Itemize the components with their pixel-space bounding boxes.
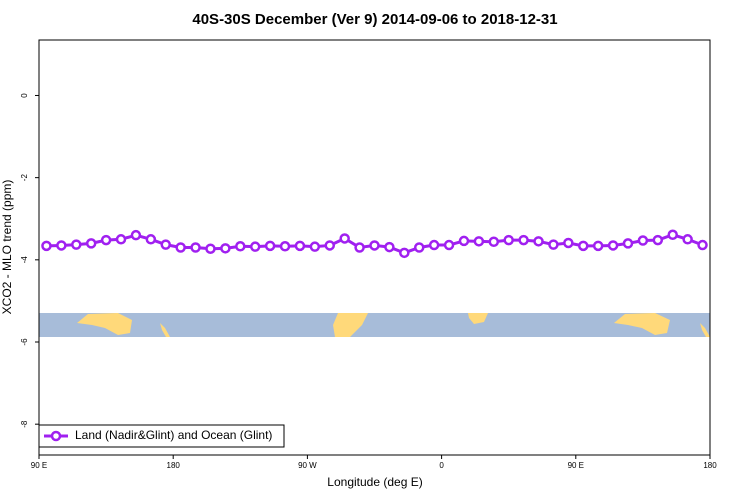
- y-tick-label: -4: [20, 256, 29, 264]
- point: [175, 242, 186, 253]
- point: [652, 234, 664, 246]
- point: [279, 241, 291, 252]
- legend-marker: [50, 430, 62, 442]
- y-axis-label: XCO2 - MLO trend (ppm): [0, 180, 14, 315]
- point: [190, 242, 201, 253]
- plot-frame: [38, 39, 711, 456]
- y-tick-label: -8: [20, 420, 29, 428]
- point: [503, 234, 514, 246]
- point: [145, 234, 157, 245]
- point: [324, 240, 336, 251]
- point: [548, 239, 559, 250]
- point: [563, 237, 574, 249]
- point: [235, 241, 246, 252]
- point: [249, 241, 261, 252]
- point: [309, 241, 321, 252]
- point: [100, 234, 112, 246]
- point: [443, 239, 455, 251]
- point: [533, 236, 544, 247]
- legend-box: [38, 424, 285, 448]
- point: [85, 238, 97, 249]
- x-tick-label: 90 E: [568, 461, 584, 470]
- point: [682, 234, 693, 245]
- point: [205, 243, 216, 254]
- point: [592, 240, 604, 252]
- legend-label: Land (Nadir&Glint) and Ocean (Glint): [75, 428, 272, 442]
- x-tick-label: 90 E: [31, 461, 47, 470]
- point: [428, 239, 440, 251]
- point: [115, 234, 127, 245]
- y-tick-label: 0: [20, 93, 29, 98]
- point: [71, 239, 82, 250]
- point: [637, 235, 649, 246]
- point: [578, 240, 589, 252]
- point: [264, 240, 276, 252]
- x-tick-label: 90 W: [298, 461, 317, 470]
- x-tick-label: 0: [439, 461, 444, 470]
- legend: Land (Nadir&Glint) and Ocean (Glint): [38, 424, 285, 448]
- point: [294, 240, 306, 252]
- point: [354, 242, 365, 253]
- x-tick-label: 180: [167, 461, 181, 470]
- point: [473, 236, 485, 247]
- point: [697, 239, 708, 251]
- x-tick-label: 180: [703, 461, 717, 470]
- point: [488, 236, 500, 247]
- point: [369, 240, 380, 251]
- point: [667, 229, 678, 241]
- point: [384, 241, 395, 253]
- point: [41, 240, 52, 252]
- point: [220, 243, 231, 254]
- point: [518, 234, 529, 246]
- chart-title: 40S-30S December (Ver 9) 2014-09-06 to 2…: [192, 11, 557, 28]
- map-strip: [39, 313, 710, 337]
- x-axis-label: Longitude (deg E): [327, 475, 422, 489]
- point: [622, 238, 634, 249]
- point: [607, 240, 619, 251]
- point: [413, 242, 425, 253]
- point: [160, 239, 171, 250]
- point: [399, 247, 410, 259]
- y-tick-label: -2: [20, 174, 29, 182]
- point: [458, 235, 470, 247]
- point: [339, 233, 350, 244]
- point: [130, 229, 142, 241]
- y-tick-label: -6: [20, 338, 29, 346]
- point: [56, 240, 67, 251]
